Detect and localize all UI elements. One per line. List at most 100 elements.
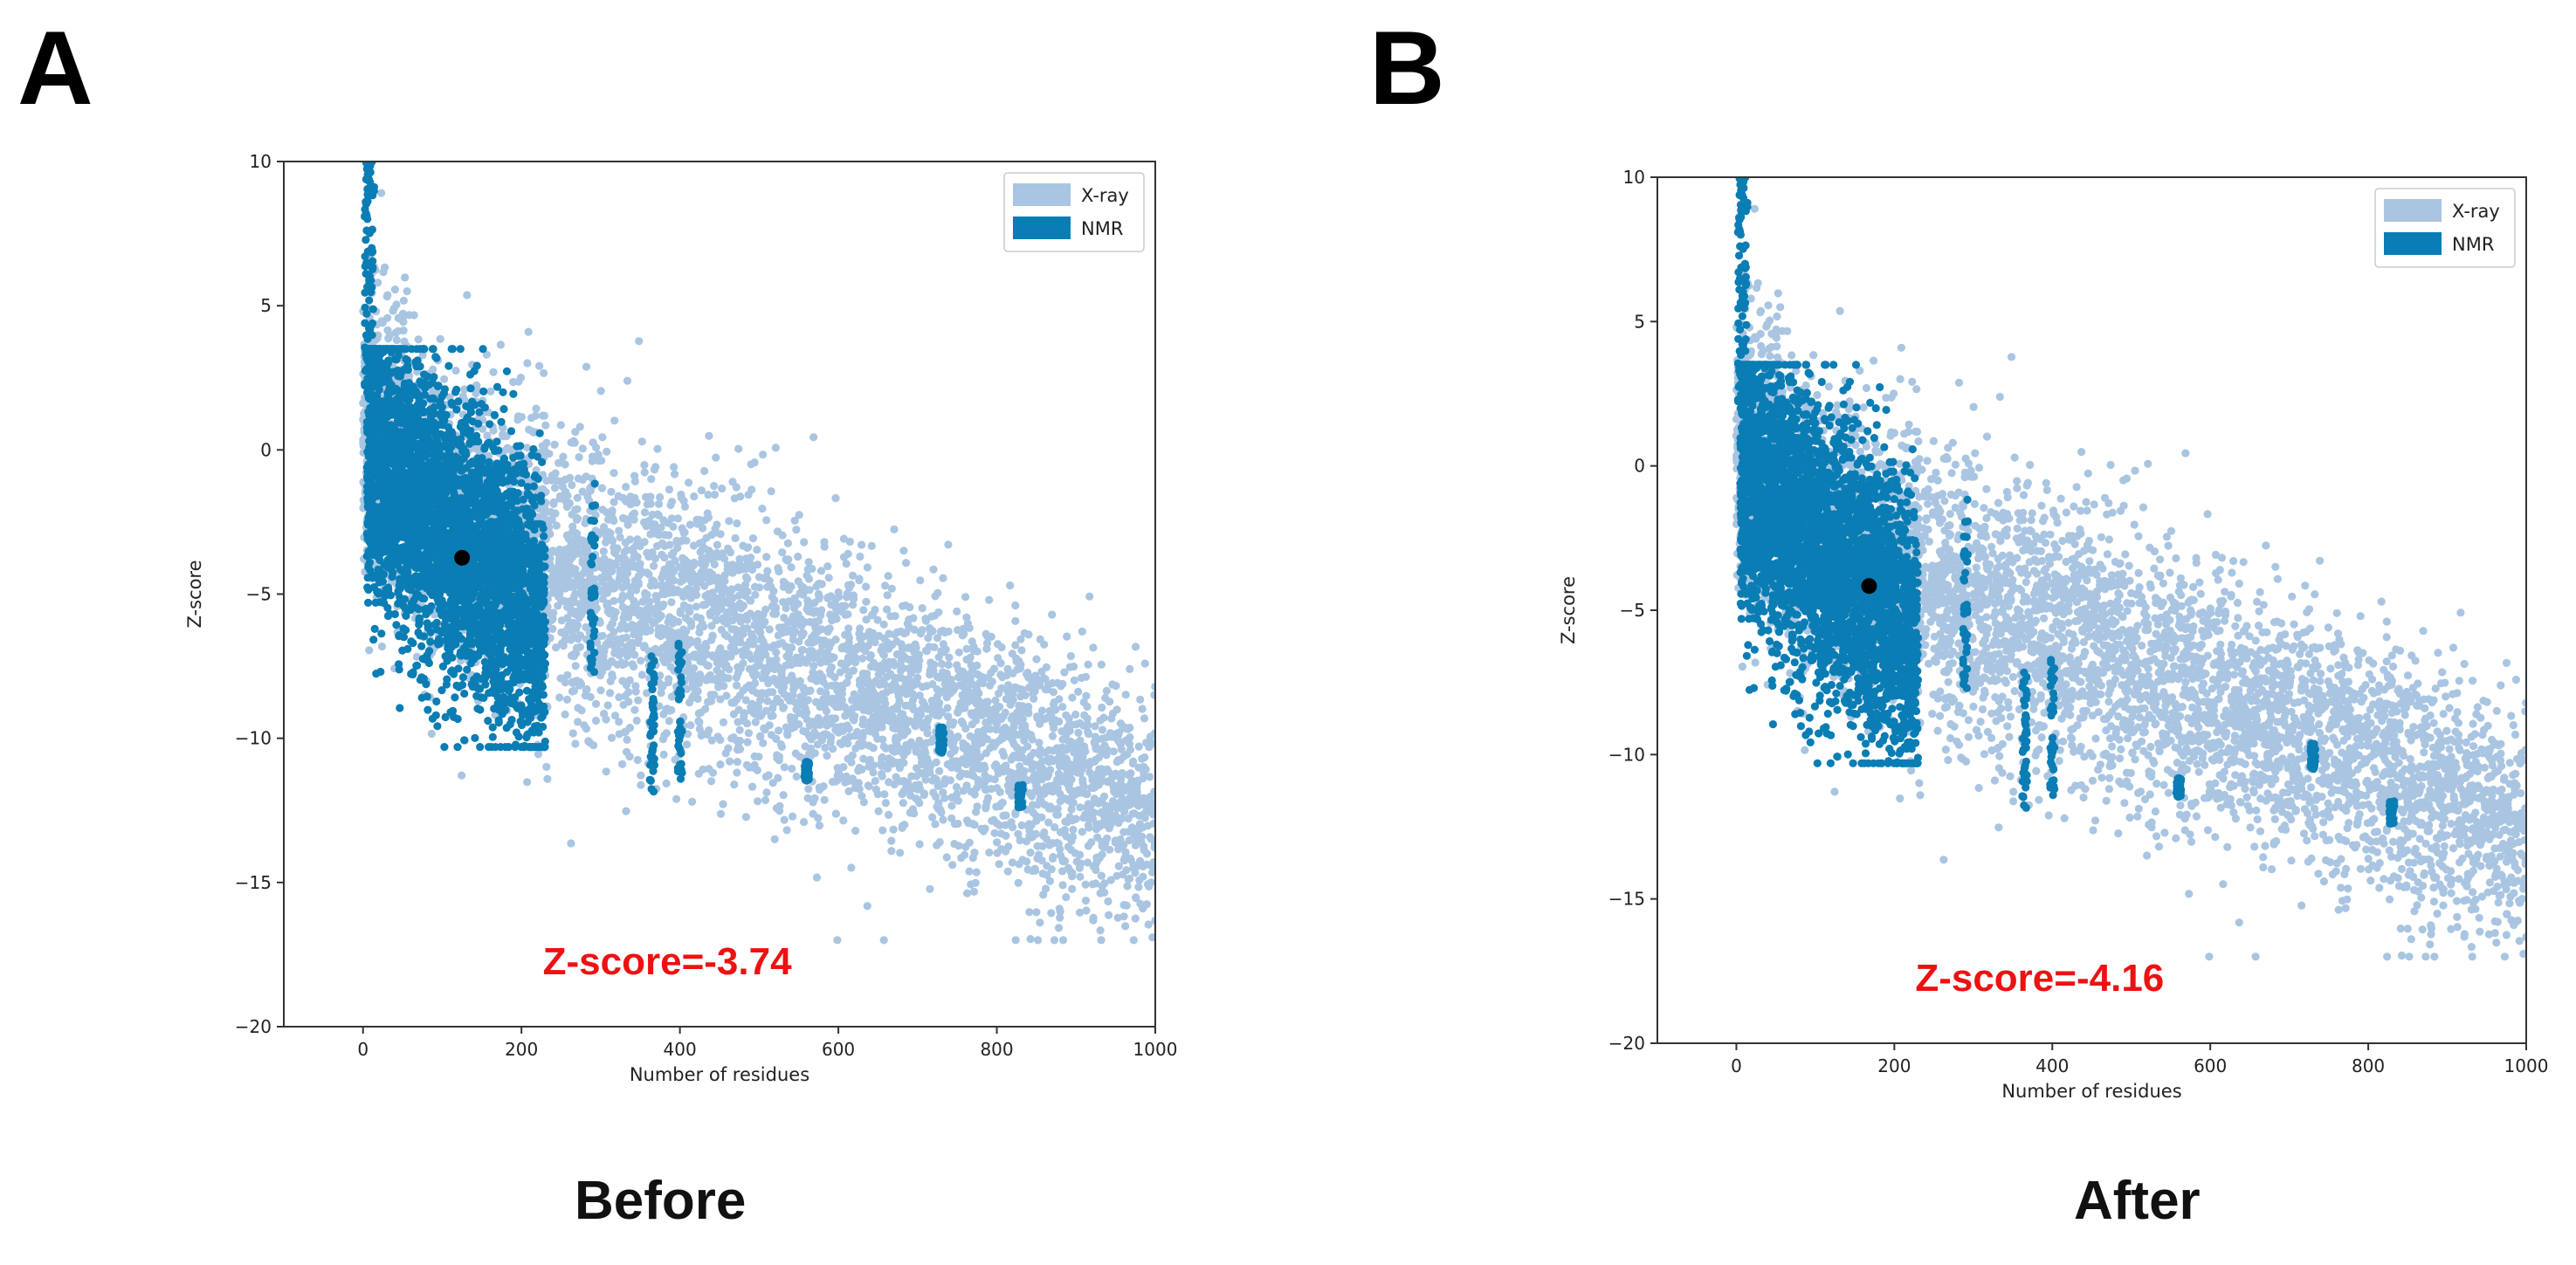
xray-point <box>1120 854 1129 863</box>
xray-point <box>1047 804 1056 813</box>
xray-point <box>945 653 954 662</box>
xray-point <box>929 666 938 676</box>
xray-point <box>578 487 587 496</box>
xray-point <box>899 787 908 796</box>
xray-point <box>845 537 855 547</box>
xray-point <box>1109 747 1118 756</box>
xray-point <box>835 593 844 602</box>
xray-point <box>844 671 853 680</box>
xray-point <box>1106 729 1115 738</box>
xray-point <box>834 692 843 701</box>
xray-point <box>528 427 537 436</box>
xray-point <box>634 579 643 588</box>
xray-point <box>962 613 971 622</box>
xray-point <box>606 529 615 538</box>
xray-point <box>1077 673 1086 683</box>
xray-point <box>754 753 763 761</box>
xray-point <box>964 819 973 828</box>
xray-point <box>556 421 565 430</box>
xray-point <box>774 773 782 782</box>
xray-point <box>833 936 842 945</box>
xray-point <box>1048 678 1057 688</box>
xray-point <box>683 740 692 749</box>
xray-point <box>765 676 774 684</box>
xray-point <box>878 735 887 744</box>
xray-point <box>534 750 543 759</box>
xray-point <box>855 785 864 794</box>
xray-point <box>389 304 398 313</box>
xray-point <box>780 763 789 772</box>
xray-point <box>946 719 954 728</box>
xray-point <box>591 699 601 708</box>
xray-point <box>582 622 590 632</box>
xray-point <box>1027 760 1036 768</box>
xray-point <box>694 709 703 718</box>
xray-point <box>598 527 607 536</box>
xray-point <box>942 853 951 862</box>
xray-point <box>961 593 970 602</box>
xray-point <box>723 619 732 628</box>
xray-point <box>641 593 651 602</box>
xray-point <box>606 689 615 698</box>
xray-point <box>878 769 886 779</box>
xray-point <box>1003 687 1012 696</box>
xray-point <box>927 612 936 621</box>
xray-point <box>754 797 762 806</box>
xray-point <box>809 662 818 670</box>
xray-point <box>762 664 771 674</box>
xray-point <box>799 629 808 638</box>
xray-point <box>769 641 778 650</box>
xray-point <box>960 629 968 638</box>
xray-point <box>816 648 825 657</box>
xray-point <box>899 751 908 760</box>
xray-point <box>591 716 601 725</box>
xray-point <box>1047 909 1056 918</box>
xray-point <box>742 684 751 692</box>
xray-point <box>1143 801 1152 809</box>
xray-point <box>961 704 969 712</box>
xray-point <box>596 686 605 695</box>
xray-point <box>524 327 533 336</box>
xray-point <box>660 565 669 574</box>
xray-point <box>555 693 564 702</box>
xray-point <box>673 514 683 523</box>
xray-point <box>823 627 832 636</box>
xray-point <box>619 593 628 602</box>
xray-point <box>539 411 548 420</box>
xray-point <box>889 825 898 834</box>
xray-point <box>1097 936 1105 945</box>
xray-point <box>719 800 727 808</box>
xray-point <box>597 484 607 492</box>
xray-point <box>948 861 957 870</box>
xray-point <box>1028 801 1037 809</box>
xray-point <box>690 558 699 567</box>
xray-point <box>1074 687 1083 697</box>
xray-point <box>852 645 861 654</box>
xray-point <box>748 534 758 543</box>
xray-point <box>681 614 690 622</box>
xray-point <box>1103 746 1112 754</box>
xray-point <box>977 778 987 787</box>
xray-point <box>708 651 717 660</box>
xray-point <box>906 717 914 725</box>
xray-point <box>568 544 577 553</box>
xray-point <box>788 643 796 652</box>
xray-point <box>656 492 665 502</box>
xray-point <box>792 526 801 534</box>
xray-point <box>598 595 608 603</box>
xray-point <box>762 788 771 797</box>
xray-point <box>374 278 382 287</box>
xray-point <box>847 758 856 767</box>
xray-point <box>1028 866 1037 876</box>
xray-point <box>1068 832 1078 842</box>
xray-point <box>865 755 875 764</box>
xray-point <box>630 622 638 630</box>
xray-point <box>985 595 994 604</box>
xray-point <box>816 658 825 667</box>
xray-point <box>915 799 924 808</box>
xray-point <box>976 761 985 771</box>
xray-point <box>687 622 696 630</box>
xray-point <box>636 542 644 551</box>
xray-point <box>726 600 734 608</box>
xray-point <box>963 619 972 628</box>
